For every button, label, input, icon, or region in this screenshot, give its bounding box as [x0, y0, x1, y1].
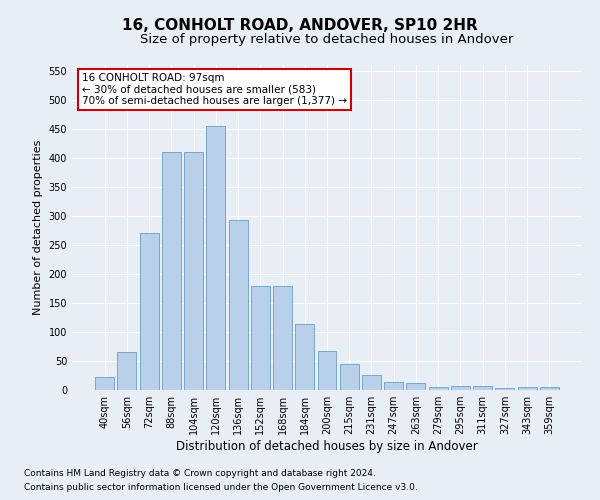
Bar [429, 386, 448, 390]
Bar [118, 352, 136, 390]
Bar [295, 324, 314, 390]
Bar [384, 382, 403, 390]
Text: Contains HM Land Registry data © Crown copyright and database right 2024.: Contains HM Land Registry data © Crown c… [24, 468, 376, 477]
Title: Size of property relative to detached houses in Andover: Size of property relative to detached ho… [140, 33, 514, 46]
Bar [184, 152, 203, 390]
Bar [140, 234, 158, 390]
Bar [95, 377, 114, 390]
Bar [229, 220, 248, 390]
Bar [251, 286, 270, 390]
Bar [317, 350, 337, 390]
Y-axis label: Number of detached properties: Number of detached properties [33, 140, 43, 315]
Bar [206, 126, 225, 390]
Bar [340, 364, 359, 390]
Bar [362, 376, 381, 390]
Bar [496, 388, 514, 390]
Bar [473, 386, 492, 390]
Text: Contains public sector information licensed under the Open Government Licence v3: Contains public sector information licen… [24, 484, 418, 492]
Bar [518, 386, 536, 390]
Text: 16, CONHOLT ROAD, ANDOVER, SP10 2HR: 16, CONHOLT ROAD, ANDOVER, SP10 2HR [122, 18, 478, 32]
Bar [406, 383, 425, 390]
Bar [273, 286, 292, 390]
Bar [451, 386, 470, 390]
X-axis label: Distribution of detached houses by size in Andover: Distribution of detached houses by size … [176, 440, 478, 453]
Bar [540, 387, 559, 390]
Bar [162, 152, 181, 390]
Text: 16 CONHOLT ROAD: 97sqm
← 30% of detached houses are smaller (583)
70% of semi-de: 16 CONHOLT ROAD: 97sqm ← 30% of detached… [82, 73, 347, 106]
